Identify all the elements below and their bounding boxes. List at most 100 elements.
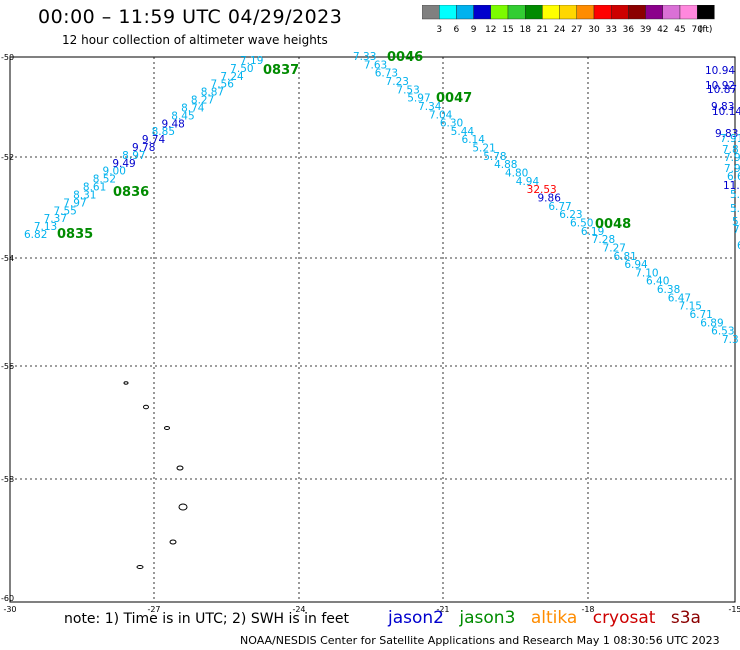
island-outline (178, 503, 188, 511)
pass-time-label: 0047 (436, 91, 472, 106)
pass-time-label: 0837 (263, 63, 299, 78)
wave-height-label: 7. (733, 224, 740, 236)
wave-height-label: 9.83 (711, 101, 734, 113)
wave-height-label: 4.80 (505, 168, 528, 180)
lat-label: -52 (1, 153, 14, 162)
wave-height-label: 6.38 (657, 284, 680, 296)
pass-time-label: 0835 (57, 227, 93, 242)
map-frame (9, 56, 736, 603)
wave-height-label: 7.15 (679, 301, 702, 313)
wave-height-label: 7.24 (220, 71, 244, 83)
wave-height-legend: 3 6 9 12 15 18 21 24 27 30 33 36 39 42 45 70(ft) (422, 5, 715, 35)
wave-height-label: 5. (730, 189, 740, 201)
wave-height-label: 8.27 (191, 95, 214, 107)
map-subtitle: 12 hour collection of altimeter wave hei… (62, 33, 328, 47)
legend-label: 27 (571, 25, 582, 35)
wave-height-label: 8.74 (181, 102, 205, 114)
legend-label: 18 (519, 25, 531, 35)
wave-height-label: 8.61 (83, 182, 106, 194)
wave-height-label: 7.53 (396, 84, 419, 96)
wave-height-label: 9.48 (161, 118, 184, 130)
wave-height-label: 7.19 (240, 55, 263, 67)
wave-height-label: 7.10 (635, 267, 658, 279)
satellite-jason2: jason2 (388, 608, 444, 628)
island-outline (136, 565, 144, 569)
wave-height-label: 8.52 (93, 174, 116, 186)
wave-height-label: 6.81 (613, 251, 636, 263)
wave-height-label: 8.85 (152, 126, 175, 138)
satellite-cryosat: cryosat (592, 608, 656, 628)
wave-height-label: 32.53 (527, 184, 557, 196)
wave-height-label: 6.94 (624, 259, 648, 271)
wave-height-label: 7.23 (386, 76, 409, 88)
legend-label: 6 (454, 25, 460, 35)
wave-height-label: 9.86 (538, 193, 562, 205)
wave-height-label: 6.77 (548, 201, 571, 213)
wave-height-label: 10.94 (705, 65, 735, 77)
wave-height-label: 6.6 (727, 171, 740, 183)
lat-label: -58 (1, 475, 14, 484)
island-outline (169, 539, 177, 545)
wave-height-label: 7.55 (53, 205, 76, 217)
wave-height-label: 5.97 (407, 93, 430, 105)
lon-label: -24 (292, 605, 305, 614)
island-outline (164, 426, 170, 430)
wave-height-label: 6.30 (440, 118, 463, 130)
wave-height-label: 6.40 (646, 276, 669, 288)
satellite-legend: jason2 jason3 altika cryosat s3a (388, 608, 711, 628)
legend-label: 15 (502, 25, 513, 35)
wave-height-label: 9.74 (142, 134, 166, 146)
wave-height-label: 8.45 (171, 110, 194, 122)
lon-label: -15 (728, 605, 740, 614)
wave-height-label: 5.78 (483, 151, 506, 163)
wave-height-label: 6.23 (559, 209, 582, 221)
map-title: 00:00 – 11:59 UTC 04/29/2023 (38, 6, 343, 28)
wave-height-label: 7.3 (722, 334, 739, 346)
wave-height-label: 7.50 (230, 63, 253, 75)
wave-height-label: 6.47 (668, 292, 691, 304)
lat-label: -60 (1, 594, 14, 603)
wave-height-label: 7.9 (724, 152, 740, 164)
wave-height-label: 8.97 (122, 150, 145, 162)
wave-height-label: 7.8 (722, 144, 739, 156)
wave-height-label: 6.50 (570, 217, 593, 229)
wave-height-label: 4.88 (494, 159, 517, 171)
legend-label: 70 (691, 25, 703, 35)
wave-height-label: 5. (732, 216, 740, 228)
pass-time-label: 0836 (113, 185, 149, 200)
wave-height-label: 6.53 (711, 326, 734, 338)
wave-height-label: 6.19 (581, 226, 604, 238)
legend-label: 30 (588, 25, 600, 35)
wave-height-label: 7.34 (418, 101, 442, 113)
wave-height-label: 6.73 (375, 68, 398, 80)
wave-height-label: 7.13 (34, 221, 57, 233)
wave-height-label: 7.91 (720, 133, 740, 145)
lon-label: -27 (147, 605, 160, 614)
wave-height-label: 9.49 (112, 158, 135, 170)
wave-height-label: 7.28 (592, 234, 615, 246)
wave-height-label: 7.63 (364, 59, 387, 71)
wave-height-label: 4.94 (516, 176, 540, 188)
wave-height-label: 10.92 (705, 80, 735, 92)
satellite-s3a: s3a (670, 608, 701, 628)
lat-label: -54 (1, 254, 14, 263)
wave-height-label: 8.31 (73, 189, 96, 201)
wave-height-label: 8.87 (201, 87, 224, 99)
wave-height-label: 5.21 (472, 143, 495, 155)
island-outline (143, 404, 149, 410)
legend-label: 45 (674, 25, 685, 35)
legend-label: 42 (657, 25, 668, 35)
lon-label: -21 (436, 605, 449, 614)
wave-height-label: 9.78 (132, 142, 155, 154)
wave-height-label: 7.97 (63, 197, 86, 209)
wave-height-label: 10.87 (707, 84, 737, 96)
legend-swatch (697, 5, 715, 20)
footer-note: note: 1) Time is in UTC; 2) SWH is in fe… (64, 611, 350, 627)
legend-label: 39 (640, 25, 652, 35)
lat-label: -50 (1, 53, 14, 62)
wave-height-label: 7.27 (603, 242, 626, 254)
wave-height-label: 6.14 (462, 134, 486, 146)
island-outline (176, 465, 184, 471)
wave-height-label: 6. (737, 240, 740, 252)
